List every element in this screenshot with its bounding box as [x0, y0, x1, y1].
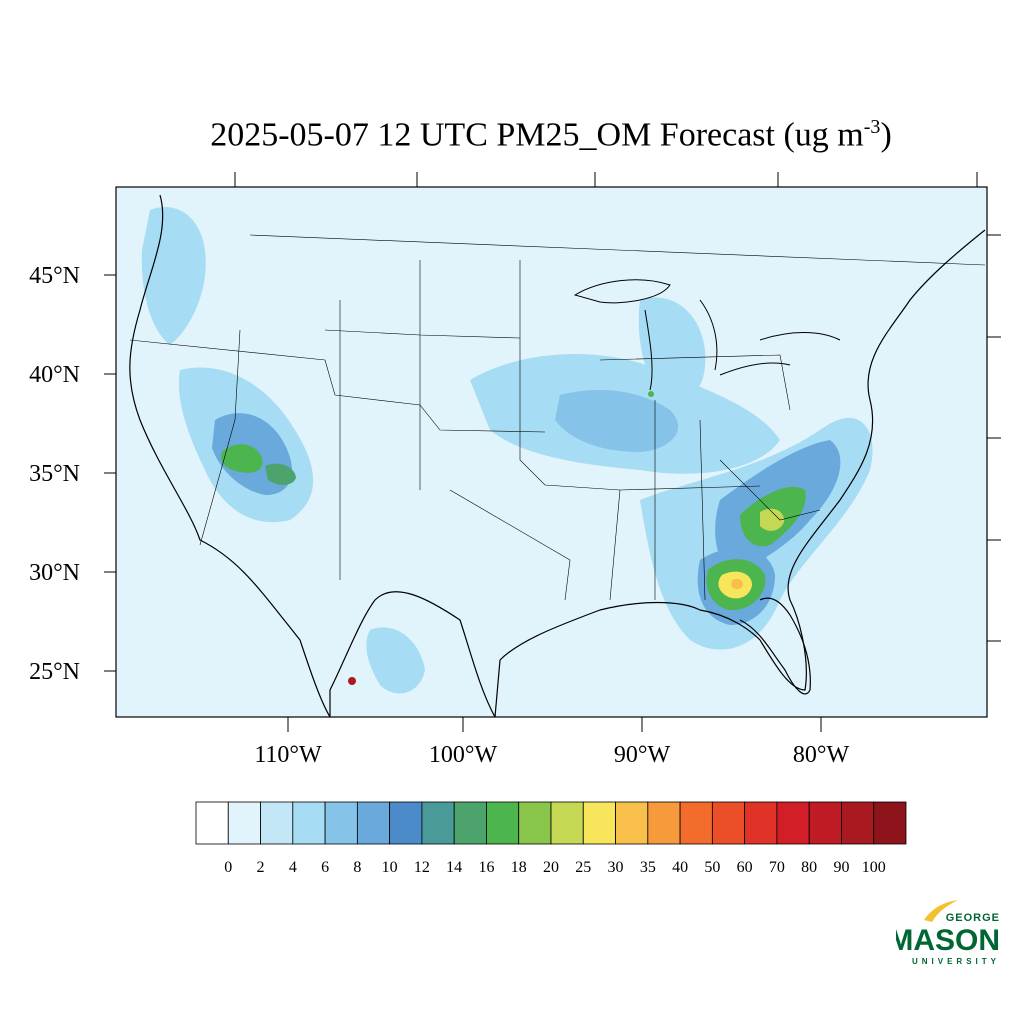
pm-hotspot-mexico — [348, 677, 356, 685]
title-close: ) — [880, 116, 892, 154]
colorbar-swatch — [841, 801, 875, 845]
lon-label-90: 90°W — [614, 742, 671, 768]
colorbar-swatch — [195, 801, 229, 845]
concentration-field — [129, 194, 986, 717]
colorbar-label: 60 — [737, 859, 753, 876]
colorbar-label: 8 — [353, 859, 361, 876]
colorbar-labels: 0 2 4 6 8 10 12 14 16 18 20 25 30 35 40 50 60 70 80 90 100 — [224, 859, 885, 876]
pm-region-mexico — [366, 627, 425, 694]
colorbar-label: 35 — [640, 859, 656, 876]
colorbar-label: 90 — [833, 859, 849, 876]
colorbar-swatch — [582, 801, 616, 845]
colorbar-label: 18 — [511, 859, 527, 876]
colorbar-label: 4 — [289, 859, 297, 876]
right-ticks — [987, 234, 1001, 642]
colorbar-swatch — [518, 801, 552, 845]
map-title: 2025-05-07 12 UTC PM25_OM Forecast (ug m… — [0, 116, 1024, 154]
colorbar-label: 12 — [414, 859, 430, 876]
colorbar — [195, 801, 907, 845]
colorbar-label: 10 — [382, 859, 398, 876]
lon-label-100: 100°W — [429, 742, 498, 768]
florida-outline — [739, 597, 811, 695]
colorbar-swatch — [647, 801, 681, 845]
colorbar-swatch — [808, 801, 842, 845]
colorbar-label: 20 — [543, 859, 559, 876]
colorbar-swatch — [227, 801, 261, 845]
colorbar-swatch — [486, 801, 520, 845]
colorbar-swatch — [776, 801, 810, 845]
pm-hotspot-nevada — [221, 444, 263, 473]
pm-hotspot-sc-peak — [760, 508, 785, 531]
colorbar-swatch — [389, 801, 423, 845]
colorbar-swatch — [421, 801, 455, 845]
colorbar-label: 16 — [478, 859, 494, 876]
logo-word-bottom: UNIVERSITY — [912, 957, 1000, 966]
coastline — [129, 194, 986, 717]
colorbar-label: 6 — [321, 859, 329, 876]
logo-accent-swoosh — [924, 900, 958, 922]
lat-label-45: 45°N — [29, 263, 80, 289]
pm-hotspot-arizona — [265, 463, 296, 486]
pm-hotspot-illinois — [648, 391, 654, 397]
lon-ticks — [287, 717, 822, 732]
pm-hotspot-ga-max — [731, 578, 744, 589]
colorbar-swatch — [356, 801, 391, 845]
colorbar-label: 14 — [446, 859, 462, 876]
title-exponent: -3 — [863, 116, 881, 138]
colorbar-label: 100 — [862, 859, 886, 876]
colorbar-swatch — [679, 801, 713, 845]
colorbar-label: 80 — [801, 859, 817, 876]
lat-labels: 45°N 40°N 35°N 30°N 25°N — [29, 263, 80, 685]
pm-region-great-lakes — [638, 297, 706, 401]
colorbar-label: 70 — [769, 859, 785, 876]
top-ticks — [234, 172, 978, 187]
colorbar-swatch — [292, 801, 326, 845]
colorbar-swatch — [744, 801, 778, 845]
lon-label-80: 80°W — [793, 742, 850, 768]
pm-region-midwest-core — [555, 390, 679, 452]
logo-word-top: GEORGE — [946, 912, 1000, 924]
colorbar-swatch — [550, 801, 584, 845]
lat-label-35: 35°N — [29, 461, 80, 487]
colorbar-label: 25 — [575, 859, 591, 876]
colorbar-label: 50 — [704, 859, 720, 876]
colorbar-swatch — [453, 801, 487, 845]
colorbar-label: 2 — [257, 859, 265, 876]
lon-label-110: 110°W — [254, 742, 322, 768]
title-main: 2025-05-07 12 UTC PM25_OM Forecast (ug m — [210, 116, 864, 154]
logo-word-main: MASON — [896, 924, 1000, 957]
colorbar-swatch — [260, 801, 294, 845]
pm-region-pacific-nw — [141, 206, 206, 345]
colorbar-swatch — [711, 801, 746, 845]
lat-label-25: 25°N — [29, 659, 80, 685]
colorbar-swatch — [615, 801, 649, 845]
great-lakes — [573, 279, 841, 391]
colorbar-label: 40 — [672, 859, 688, 876]
lon-labels: 110°W 100°W 90°W 80°W — [254, 742, 849, 768]
map-frame — [115, 186, 988, 718]
lat-label-40: 40°N — [29, 362, 80, 388]
lat-ticks — [104, 274, 116, 672]
state-borders — [129, 234, 986, 601]
colorbar-swatch — [873, 801, 907, 845]
lat-label-30: 30°N — [29, 560, 80, 586]
george-mason-logo: GEORGE MASON UNIVERSITY — [896, 900, 1000, 966]
colorbar-label: 0 — [224, 859, 232, 876]
colorbar-swatch — [324, 801, 358, 845]
colorbar-label: 30 — [608, 859, 624, 876]
